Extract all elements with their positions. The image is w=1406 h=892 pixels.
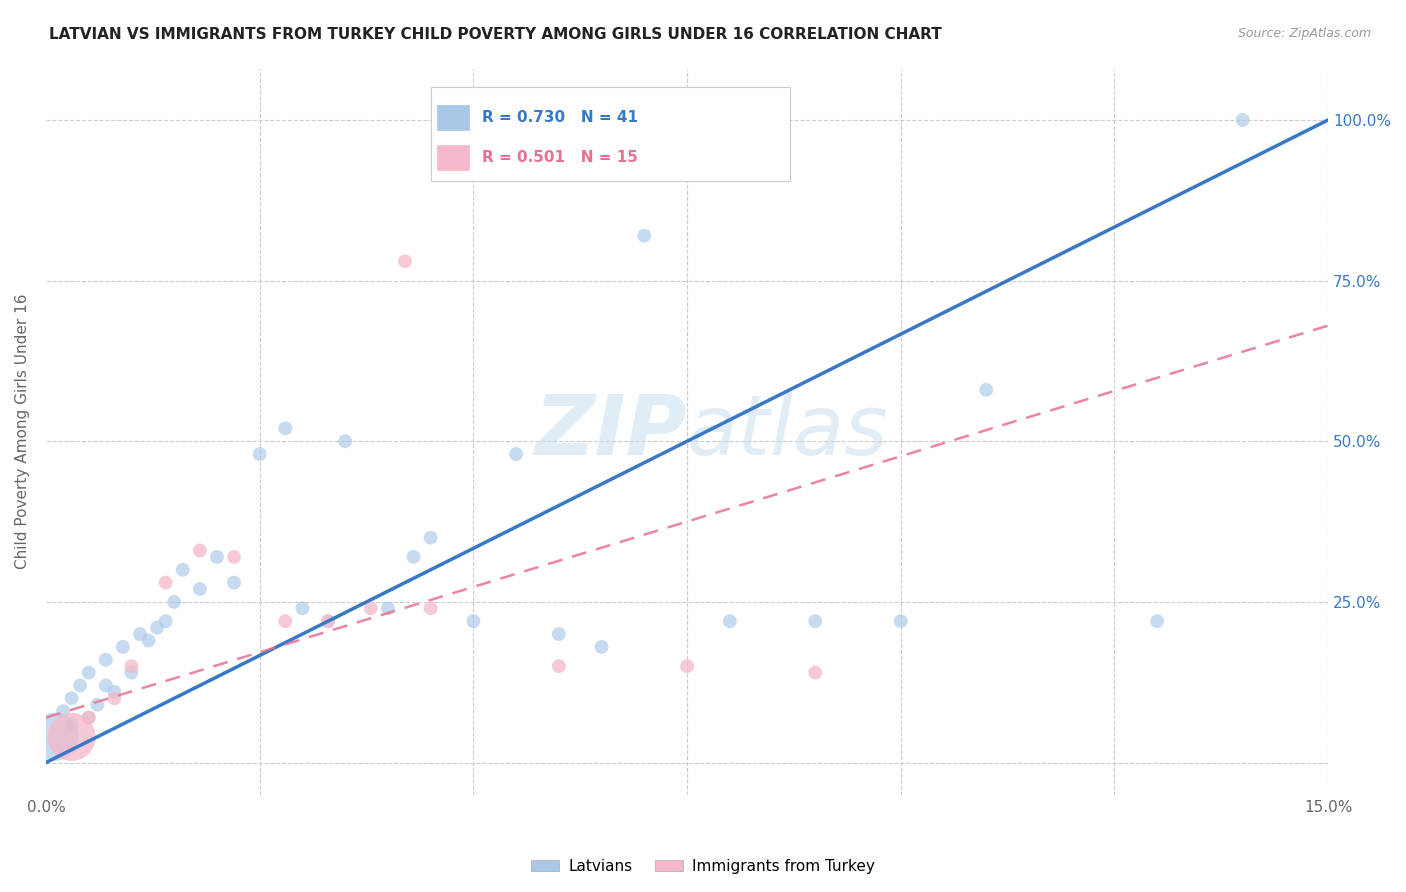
Point <box>222 575 245 590</box>
FancyBboxPatch shape <box>437 145 470 170</box>
Point <box>676 659 699 673</box>
Point <box>172 563 194 577</box>
Point <box>591 640 613 654</box>
FancyBboxPatch shape <box>437 105 470 130</box>
Point <box>111 640 134 654</box>
Point <box>222 549 245 564</box>
Point <box>60 730 83 744</box>
Point <box>463 614 485 628</box>
Point <box>52 704 75 718</box>
Point <box>188 543 211 558</box>
Point <box>1232 112 1254 127</box>
Point <box>44 730 66 744</box>
Point <box>274 614 297 628</box>
Legend: Latvians, Immigrants from Turkey: Latvians, Immigrants from Turkey <box>526 853 880 880</box>
FancyBboxPatch shape <box>430 87 790 181</box>
Text: LATVIAN VS IMMIGRANTS FROM TURKEY CHILD POVERTY AMONG GIRLS UNDER 16 CORRELATION: LATVIAN VS IMMIGRANTS FROM TURKEY CHILD … <box>49 27 942 42</box>
Point <box>155 575 177 590</box>
Point <box>333 434 356 449</box>
Point <box>138 633 160 648</box>
Text: ZIP: ZIP <box>534 391 688 472</box>
Point <box>402 549 425 564</box>
Point <box>394 254 416 268</box>
Point <box>103 691 125 706</box>
Point <box>505 447 527 461</box>
Point <box>291 601 314 615</box>
Point <box>146 621 169 635</box>
Y-axis label: Child Poverty Among Girls Under 16: Child Poverty Among Girls Under 16 <box>15 293 30 569</box>
Point <box>86 698 108 712</box>
Point <box>633 228 655 243</box>
Text: atlas: atlas <box>688 391 889 472</box>
Point <box>419 601 441 615</box>
Text: R = 0.501   N = 15: R = 0.501 N = 15 <box>482 150 638 165</box>
Point <box>205 549 228 564</box>
Point <box>1146 614 1168 628</box>
Point <box>890 614 912 628</box>
Point <box>77 710 100 724</box>
Point <box>120 665 142 680</box>
Point <box>103 685 125 699</box>
Point <box>360 601 382 615</box>
Point <box>77 665 100 680</box>
Point <box>419 531 441 545</box>
Point <box>163 595 186 609</box>
Point <box>94 678 117 692</box>
Point <box>155 614 177 628</box>
Point <box>188 582 211 596</box>
Point <box>547 659 569 673</box>
Point <box>60 691 83 706</box>
Text: R = 0.730   N = 41: R = 0.730 N = 41 <box>482 110 638 125</box>
Point <box>547 627 569 641</box>
Point <box>129 627 152 641</box>
Point <box>804 665 827 680</box>
Point <box>60 717 83 731</box>
Text: Source: ZipAtlas.com: Source: ZipAtlas.com <box>1237 27 1371 40</box>
Point <box>974 383 997 397</box>
Point <box>120 659 142 673</box>
Point <box>377 601 399 615</box>
Point <box>249 447 271 461</box>
Point <box>316 614 339 628</box>
Point <box>69 678 91 692</box>
Point <box>718 614 741 628</box>
Point <box>316 614 339 628</box>
Point <box>804 614 827 628</box>
Point <box>77 710 100 724</box>
Point <box>274 421 297 435</box>
Point <box>94 653 117 667</box>
